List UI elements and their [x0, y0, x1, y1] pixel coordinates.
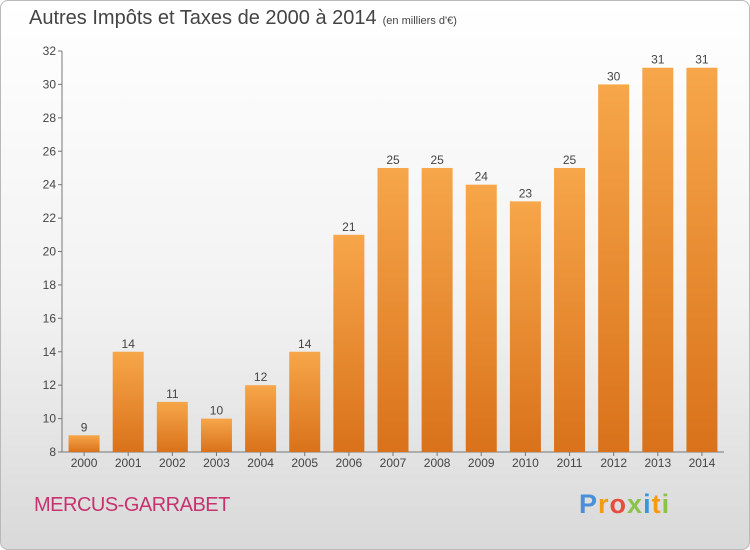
bar-value-label: 14	[122, 337, 136, 351]
bar	[554, 167, 586, 453]
x-tick-label: 2006	[336, 456, 363, 470]
bar-value-label: 23	[519, 186, 533, 200]
bar-value-label: 10	[210, 404, 224, 418]
bar	[509, 201, 541, 452]
bar	[642, 67, 674, 452]
commune-name: MERCUS-GARRABET	[34, 494, 230, 516]
bar-value-label: 12	[254, 370, 268, 384]
x-tick-label: 2014	[689, 456, 716, 470]
y-tick-label: 32	[43, 44, 57, 58]
bar	[68, 435, 100, 452]
x-tick-label: 2004	[247, 456, 274, 470]
bar	[598, 84, 630, 453]
bar	[245, 385, 277, 452]
bar-value-label: 9	[81, 420, 88, 434]
bar	[333, 234, 365, 452]
bar-value-label: 30	[607, 69, 621, 83]
y-tick-label: 26	[43, 144, 57, 158]
logo-letter: i	[643, 489, 652, 519]
x-tick-label: 2002	[159, 456, 186, 470]
x-tick-label: 2000	[71, 456, 98, 470]
bar	[465, 184, 497, 452]
bar	[686, 67, 718, 452]
bar	[200, 418, 232, 452]
logo-letter: i	[661, 489, 671, 519]
bar-value-label: 25	[563, 153, 577, 167]
title-text: Autres Impôts et Taxes de 2000 à 2014	[29, 7, 377, 29]
bar-value-label: 24	[475, 170, 489, 184]
x-tick-label: 2010	[512, 456, 539, 470]
y-tick-label: 18	[43, 278, 57, 292]
bar	[112, 351, 144, 452]
y-tick-label: 30	[43, 77, 57, 91]
y-tick-label: 22	[43, 211, 57, 225]
x-tick-label: 2009	[468, 456, 495, 470]
bar-value-label: 31	[651, 53, 665, 67]
bar	[156, 401, 188, 452]
title-unit: (en milliers d'€)	[382, 15, 457, 27]
y-tick-label: 12	[43, 378, 57, 392]
x-tick-label: 2008	[424, 456, 451, 470]
y-tick-label: 20	[43, 245, 57, 259]
logo-letter: x	[627, 489, 644, 519]
bar-value-label: 31	[695, 53, 709, 67]
bar	[421, 167, 453, 453]
y-tick-label: 8	[49, 445, 56, 459]
logo-letter: t	[651, 489, 662, 519]
bar-value-label: 11	[166, 387, 179, 401]
bar	[377, 167, 409, 453]
x-tick-label: 2007	[380, 456, 407, 470]
x-tick-label: 2013	[644, 456, 671, 470]
y-tick-label: 10	[43, 412, 57, 426]
y-tick-label: 24	[43, 178, 57, 192]
x-tick-label: 2005	[291, 456, 318, 470]
x-tick-label: 2001	[115, 456, 142, 470]
x-tick-label: 2003	[203, 456, 230, 470]
chart-title: Autres Impôts et Taxes de 2000 à 2014 (en…	[29, 7, 457, 30]
bar-value-label: 21	[342, 220, 356, 234]
bar-value-label: 25	[386, 153, 400, 167]
bar-value-label: 14	[298, 337, 312, 351]
proxiti-logo[interactable]: Proxiti	[579, 489, 670, 520]
y-tick-label: 14	[43, 345, 57, 359]
logo-letter: P	[579, 489, 599, 519]
bar	[289, 351, 321, 452]
x-tick-label: 2011	[557, 456, 583, 470]
logo-letter: r	[598, 489, 610, 519]
y-tick-label: 16	[43, 311, 57, 325]
logo-letter: o	[609, 489, 628, 519]
bar-value-label: 25	[430, 153, 444, 167]
y-tick-label: 28	[43, 111, 57, 125]
x-tick-label: 2012	[600, 456, 627, 470]
